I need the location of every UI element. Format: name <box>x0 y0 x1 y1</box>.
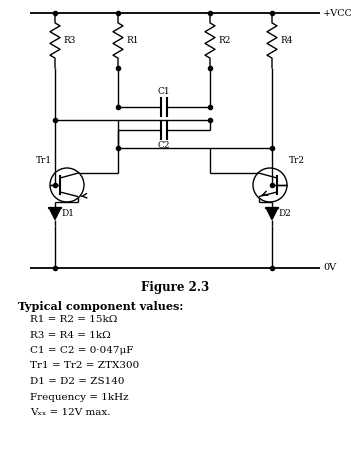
Text: D2: D2 <box>278 209 291 218</box>
Text: C2: C2 <box>158 141 170 150</box>
Text: Vₓₓ = 12V max.: Vₓₓ = 12V max. <box>30 408 111 417</box>
Text: C1 = C2 = 0·047μF: C1 = C2 = 0·047μF <box>30 346 133 355</box>
Text: Typical component values:: Typical component values: <box>18 301 183 312</box>
Text: 0V: 0V <box>323 263 336 273</box>
Text: R3: R3 <box>63 36 75 45</box>
Text: Figure 2.3: Figure 2.3 <box>141 281 209 294</box>
Text: R1 = R2 = 15kΩ: R1 = R2 = 15kΩ <box>30 315 117 324</box>
Text: C1: C1 <box>158 87 170 96</box>
Text: +VCC: +VCC <box>323 9 351 17</box>
Text: D1 = D2 = ZS140: D1 = D2 = ZS140 <box>30 377 125 386</box>
Text: R4: R4 <box>280 36 292 45</box>
Polygon shape <box>49 207 61 219</box>
Text: Frequency = 1kHz: Frequency = 1kHz <box>30 392 128 402</box>
Polygon shape <box>266 207 278 219</box>
Text: Tr1 = Tr2 = ZTX300: Tr1 = Tr2 = ZTX300 <box>30 362 139 370</box>
Text: D1: D1 <box>61 209 74 218</box>
Text: Tr1: Tr1 <box>36 156 52 165</box>
Text: Tr2: Tr2 <box>289 156 305 165</box>
Text: R1: R1 <box>126 36 139 45</box>
Text: R3 = R4 = 1kΩ: R3 = R4 = 1kΩ <box>30 330 111 340</box>
Text: R2: R2 <box>218 36 230 45</box>
